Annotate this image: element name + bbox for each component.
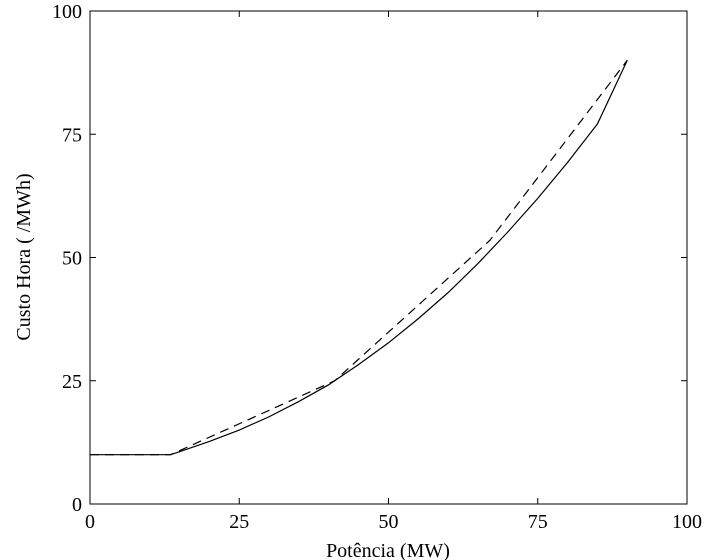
series-layer [90, 59, 628, 456]
y-tick-label: 0 [72, 494, 82, 516]
y-tick-label: 50 [62, 248, 82, 270]
y-tick-label: 25 [62, 371, 82, 393]
y-axis-label: Custo Hora ( /MWh) [13, 173, 35, 340]
x-tick-label: 25 [229, 511, 249, 533]
x-axis-label: Potência (MW) [326, 540, 450, 560]
x-tick-label: 0 [85, 511, 95, 533]
plot-area [89, 10, 688, 505]
x-tick-label: 75 [528, 511, 548, 533]
y-tick-label: 100 [52, 1, 82, 23]
series-line-solid [90, 60, 628, 456]
series-line-dashed [90, 59, 628, 456]
x-tick-label: 100 [672, 511, 702, 533]
ticks-layer: 0 25 50 75 100 0 25 50 75 100 [52, 1, 702, 533]
x-tick-label: 50 [379, 511, 399, 533]
y-tick-label: 75 [62, 124, 82, 146]
